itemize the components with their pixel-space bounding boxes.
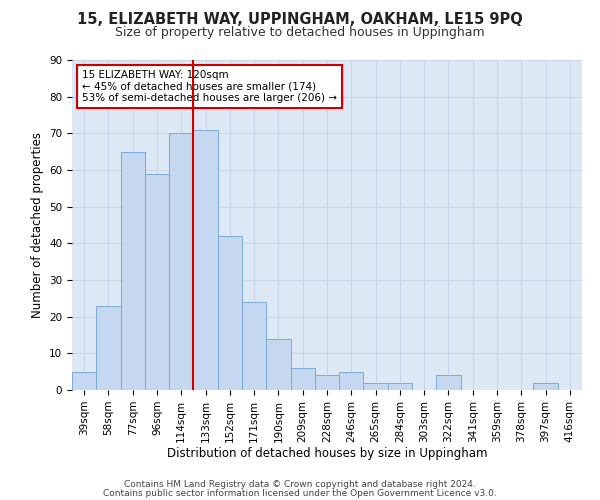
Text: Contains public sector information licensed under the Open Government Licence v3: Contains public sector information licen… [103,489,497,498]
Bar [242,302,266,390]
Bar [266,338,290,390]
Bar [121,152,145,390]
Bar [218,236,242,390]
Bar [315,376,339,390]
Bar [169,134,193,390]
Text: 15 ELIZABETH WAY: 120sqm
← 45% of detached houses are smaller (174)
53% of semi-: 15 ELIZABETH WAY: 120sqm ← 45% of detach… [82,70,337,103]
Y-axis label: Number of detached properties: Number of detached properties [31,132,44,318]
Text: 15, ELIZABETH WAY, UPPINGHAM, OAKHAM, LE15 9PQ: 15, ELIZABETH WAY, UPPINGHAM, OAKHAM, LE… [77,12,523,28]
Bar [388,382,412,390]
Bar [290,368,315,390]
Bar [364,382,388,390]
Bar [339,372,364,390]
Bar [533,382,558,390]
Bar [145,174,169,390]
Bar [96,306,121,390]
Bar [72,372,96,390]
X-axis label: Distribution of detached houses by size in Uppingham: Distribution of detached houses by size … [167,448,487,460]
Text: Size of property relative to detached houses in Uppingham: Size of property relative to detached ho… [115,26,485,39]
Bar [436,376,461,390]
Bar [193,130,218,390]
Text: Contains HM Land Registry data © Crown copyright and database right 2024.: Contains HM Land Registry data © Crown c… [124,480,476,489]
